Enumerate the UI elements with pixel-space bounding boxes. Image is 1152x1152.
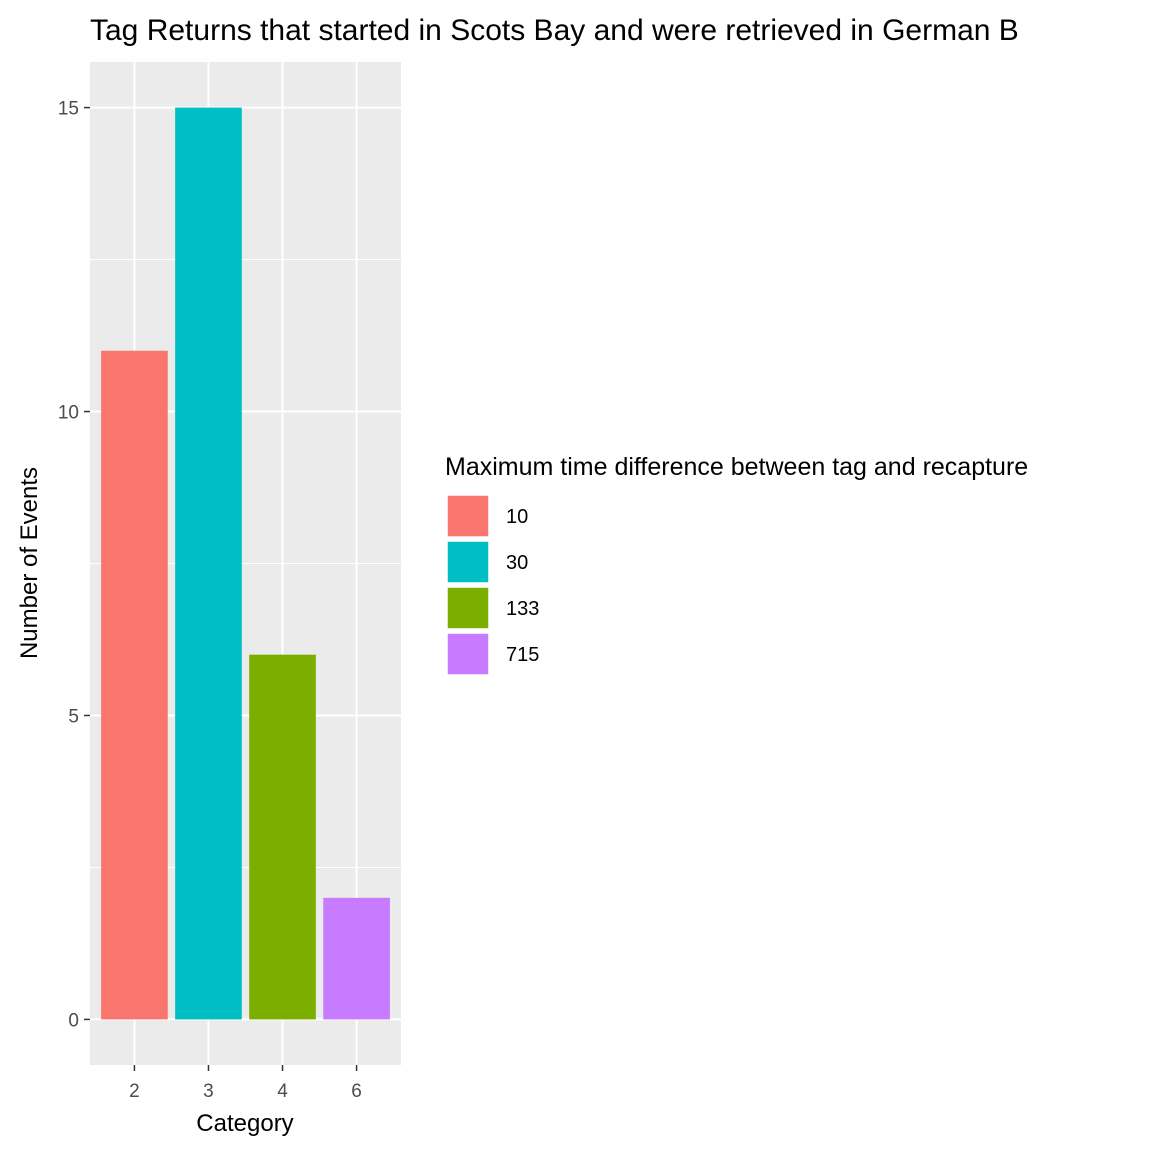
legend-key-10 (446, 494, 490, 538)
legend-label-30: 30 (506, 552, 528, 574)
y-axis: 0 5 10 15 (58, 99, 90, 1031)
legend-keys: 10 30 133 715 (446, 494, 539, 676)
bar-4 (249, 654, 316, 1020)
legend-label-133: 133 (506, 598, 539, 620)
bar-3 (175, 107, 242, 1020)
x-axis-title: Category (196, 1110, 293, 1137)
legend-title: Maximum time difference between tag and … (445, 453, 1028, 481)
legend-key-133 (446, 586, 490, 630)
x-tick-label: 6 (351, 1081, 362, 1102)
x-tick-label: 4 (277, 1081, 288, 1102)
legend-label-10: 10 (506, 506, 528, 528)
x-tick-label: 2 (129, 1081, 140, 1102)
y-tick-label: 0 (68, 1010, 79, 1031)
bar-2 (101, 350, 168, 1020)
legend-label-715: 715 (506, 644, 539, 666)
x-tick-label: 3 (203, 1081, 214, 1102)
chart-title: Tag Returns that started in Scots Bay an… (90, 14, 1019, 47)
legend: Maximum time difference between tag and … (445, 453, 1028, 676)
y-tick-label: 10 (58, 403, 79, 424)
legend-key-30 (446, 540, 490, 584)
y-axis-title: Number of Events (16, 467, 43, 659)
bar-6 (323, 897, 390, 1020)
y-tick-label: 15 (58, 99, 79, 120)
bars (101, 107, 390, 1020)
legend-key-715 (446, 632, 490, 676)
y-tick-label: 5 (68, 706, 79, 727)
x-axis: 2 3 4 6 (129, 1065, 362, 1102)
